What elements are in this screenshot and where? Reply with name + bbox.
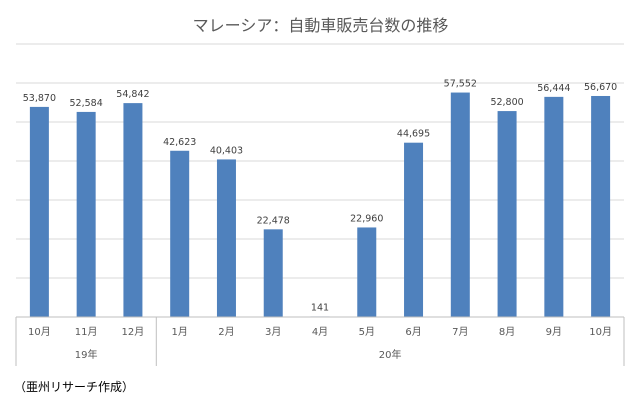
x-tick-label-4: 1月: [172, 326, 188, 338]
x-group-label-1: 19年: [75, 348, 98, 361]
data-label-13: 56,670: [584, 82, 617, 93]
data-label-8: 22,960: [350, 213, 383, 224]
bar-12: [544, 96, 564, 317]
bar-4: [170, 150, 190, 317]
x-group-label-2: 20年: [379, 348, 402, 361]
bar-11: [497, 111, 517, 317]
x-tick-label-9: 6月: [405, 326, 421, 338]
data-label-1: 53,870: [23, 93, 56, 104]
bar-13: [591, 95, 611, 317]
x-tick-label-2: 11月: [75, 326, 98, 338]
x-tick-label-8: 5月: [359, 326, 375, 338]
x-tick-label-1: 10月: [28, 326, 51, 338]
x-tick-label-5: 2月: [218, 326, 234, 338]
data-label-6: 22,478: [257, 215, 290, 226]
x-tick-label-6: 3月: [265, 326, 281, 338]
data-label-5: 40,403: [210, 145, 243, 156]
x-tick-label-10: 7月: [452, 326, 468, 338]
data-label-4: 42,623: [163, 137, 196, 148]
source-note: （亜州リサーチ作成）: [14, 380, 135, 394]
data-label-11: 52,800: [490, 97, 523, 108]
bar-9: [404, 142, 424, 317]
bar-8: [357, 227, 377, 317]
x-tick-label-3: 12月: [122, 326, 145, 338]
x-tick-label-13: 10月: [589, 326, 612, 338]
bar-6: [263, 229, 283, 317]
data-label-10: 57,552: [444, 79, 477, 90]
x-tick-label-11: 8月: [499, 326, 515, 338]
data-label-7: 141: [311, 302, 329, 313]
x-tick-label-12: 9月: [546, 326, 562, 338]
x-tick-label-7: 4月: [312, 326, 328, 338]
bar-10: [450, 92, 470, 317]
bar-1: [29, 106, 49, 317]
chart-title: マレーシア：自動車販売台数の推移: [192, 16, 449, 35]
bar-3: [123, 103, 143, 317]
data-label-12: 56,444: [537, 83, 570, 94]
data-label-2: 52,584: [70, 98, 103, 109]
bar-2: [76, 111, 96, 318]
bar-5: [216, 159, 236, 317]
data-label-3: 54,842: [116, 89, 149, 100]
data-label-9: 44,695: [397, 129, 430, 140]
